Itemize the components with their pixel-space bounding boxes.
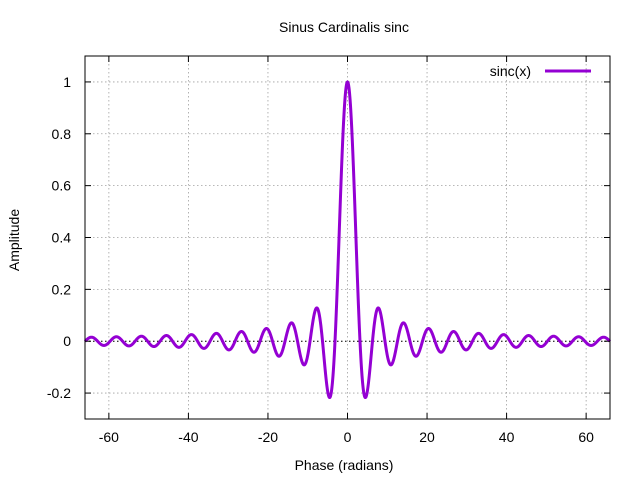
legend: sinc(x) (490, 63, 591, 79)
y-tick-label: 0.4 (52, 230, 72, 246)
x-tick-label: 40 (499, 429, 515, 445)
x-axis-label: Phase (radians) (295, 457, 394, 473)
series-layer (83, 80, 612, 400)
y-axis-label: Amplitude (6, 209, 22, 271)
x-tick-label: 60 (578, 429, 594, 445)
x-tick-label: -40 (178, 429, 198, 445)
y-tick-label: -0.2 (47, 385, 71, 401)
x-tick-label: -60 (99, 429, 119, 445)
y-tick-label: 0 (63, 333, 71, 349)
y-tick-label: 0.6 (52, 178, 72, 194)
x-tick-label: 0 (344, 429, 352, 445)
y-tick-label: 0.2 (52, 281, 72, 297)
y-tick-label: 1 (63, 74, 71, 90)
chart-title: Sinus Cardinalis sinc (279, 19, 409, 35)
legend-label-sinc: sinc(x) (490, 63, 531, 79)
x-ticks: -60 -40 -20 0 20 40 60 (99, 56, 594, 445)
series-line-sinc (83, 80, 612, 400)
x-tick-label: 20 (419, 429, 435, 445)
x-tick-label: -20 (258, 429, 278, 445)
y-tick-label: 0.8 (52, 126, 72, 142)
y-ticks: -0.2 0 0.2 0.4 0.6 0.8 1 (47, 74, 610, 401)
